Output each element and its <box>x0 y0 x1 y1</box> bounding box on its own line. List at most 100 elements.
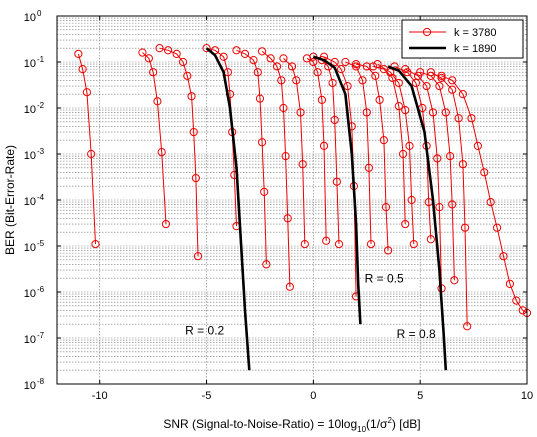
data-point-k3780 <box>375 95 384 104</box>
data-point-k3780 <box>82 88 92 97</box>
x-tick-label: -5 <box>202 390 212 402</box>
data-point-k3780 <box>426 68 435 77</box>
data-point-k3780 <box>450 276 459 285</box>
data-point-k3780 <box>422 81 431 91</box>
data-point-k3780 <box>257 138 267 147</box>
data-point-k3780 <box>155 44 164 53</box>
data-point-k3780 <box>416 68 425 77</box>
data-point-k3780 <box>358 76 367 85</box>
series-line-k3780 <box>236 49 267 265</box>
data-point-k3780 <box>458 90 468 99</box>
data-point-k3780 <box>232 46 241 55</box>
data-point-k3780 <box>394 101 403 111</box>
data-point-k3780 <box>277 76 286 85</box>
y-tick-label: 10-7 <box>24 331 45 346</box>
data-point-k3780 <box>249 55 258 65</box>
series-line-k3780 <box>77 53 96 245</box>
data-point-k3780 <box>332 177 341 186</box>
data-point-k3780 <box>309 57 318 67</box>
data-point-k3780 <box>505 279 515 288</box>
data-point-k3780 <box>260 187 269 196</box>
data-point-k3780 <box>161 219 171 229</box>
data-point-k3780 <box>187 92 196 101</box>
data-point-k3780 <box>287 62 297 71</box>
legend-box <box>401 19 524 59</box>
data-point-k3780 <box>366 239 376 249</box>
data-point-k3780 <box>394 78 403 88</box>
data-point-k3780 <box>257 47 267 56</box>
data-point-k3780 <box>351 62 361 71</box>
y-tick-label: 10-3 <box>24 147 45 162</box>
data-point-k3780 <box>281 152 290 161</box>
data-point-k3780 <box>163 46 173 55</box>
data-point-k3780 <box>448 85 457 94</box>
series-line-k3780 <box>345 61 372 245</box>
data-point-k3780 <box>373 60 382 69</box>
data-point-k3780 <box>351 60 361 69</box>
y-tick-label: 10-8 <box>24 377 45 392</box>
data-point-k3780 <box>371 71 380 80</box>
data-point-k3780 <box>362 108 371 117</box>
data-point-k3780 <box>467 114 476 123</box>
data-point-k3780 <box>401 219 410 229</box>
x-tick-label: 10 <box>521 390 533 402</box>
data-point-k3780 <box>401 65 410 74</box>
series-line-k1890 <box>313 55 362 325</box>
data-point-k3780 <box>435 81 444 91</box>
y-axis-label: BER (Bit-Error-Rate) <box>3 145 17 255</box>
series-line-k3780 <box>142 52 167 225</box>
series-line-k3780 <box>430 71 468 327</box>
y-tick-label: 10-5 <box>24 239 45 254</box>
data-point-k3780 <box>426 235 435 244</box>
x-tick-label: 0 <box>310 390 316 402</box>
data-point-k3780 <box>445 152 455 161</box>
data-point-k3780 <box>334 239 344 249</box>
data-point-k3780 <box>428 108 438 117</box>
annotation-label: R = 0.5 <box>365 272 404 286</box>
data-point-k3780 <box>138 48 147 57</box>
y-tick-label: 10-1 <box>24 55 45 70</box>
data-point-k3780 <box>285 282 294 291</box>
data-point-k3780 <box>296 108 305 117</box>
data-point-k3780 <box>518 306 527 315</box>
data-point-k3780 <box>319 141 329 150</box>
x-axis-label: SNR (Signal-to-Noise-Ratio) = 10log10(1/… <box>163 416 420 434</box>
grid <box>57 16 527 384</box>
data-point-k3780 <box>409 239 418 249</box>
data-point-k3780 <box>219 52 228 61</box>
data-point-k3780 <box>379 136 388 145</box>
data-point-k3780 <box>328 78 337 88</box>
series-line-k3780 <box>377 63 415 245</box>
series-line-k3780 <box>159 47 199 257</box>
data-point-k3780 <box>343 81 352 91</box>
legend-label-k1890: k = 1890 <box>454 43 497 55</box>
x-tick-label: 5 <box>417 390 423 402</box>
data-point-k3780 <box>253 68 262 77</box>
data-point-k3780 <box>279 103 288 113</box>
data-point-k3780 <box>279 54 288 63</box>
data-point-k3780 <box>492 223 502 232</box>
series-line-k3780 <box>373 66 406 225</box>
data-point-k3780 <box>441 108 450 117</box>
data-point-k3780 <box>87 149 96 159</box>
data-point-k3780 <box>448 200 457 209</box>
y-tick-label: 10-4 <box>24 193 45 208</box>
data-point-k3780 <box>178 57 188 67</box>
annotation-label: R = 0.8 <box>397 327 436 341</box>
annotation-label: R = 0.2 <box>185 323 224 337</box>
data-point-k3780 <box>202 44 211 53</box>
data-point-k3780 <box>149 68 158 77</box>
data-point-k3780 <box>486 198 495 207</box>
data-point-k3780 <box>330 115 339 125</box>
data-point-k3780 <box>480 168 489 177</box>
data-point-k3780 <box>364 163 374 172</box>
y-tick-label: 10-6 <box>24 285 45 300</box>
series-line-k1890 <box>387 65 448 371</box>
data-point-k3780 <box>302 54 312 63</box>
data-point-k3780 <box>405 141 414 150</box>
data-point-k3780 <box>460 223 470 232</box>
annotations: R = 0.2 R = 0.5 R = 0.8 <box>185 272 436 341</box>
data-point-k3780 <box>183 71 192 80</box>
data-point-k3780 <box>172 49 181 58</box>
legend-marker-k3780 <box>422 27 432 37</box>
